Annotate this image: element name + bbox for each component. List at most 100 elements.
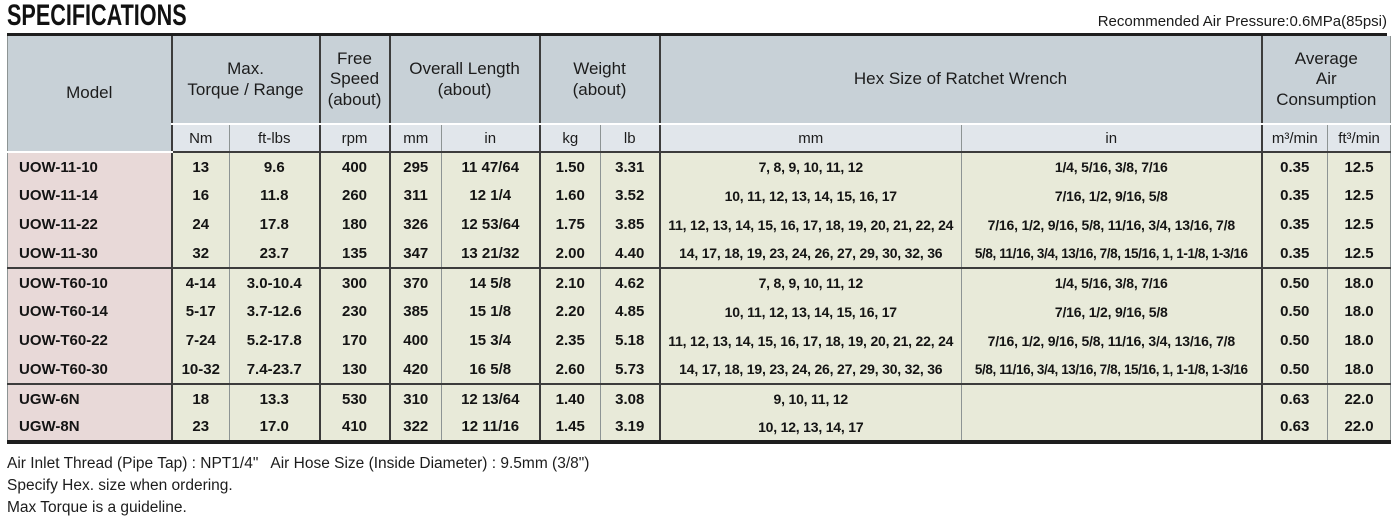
cell-weight-kg: 1.50 — [538, 152, 601, 181]
col-header-overall-length: Overall Length (about) — [388, 36, 540, 125]
cell-air-ft3: 12.5 — [1327, 181, 1391, 210]
col-header-max-torque: Max. Torque / Range — [170, 36, 320, 125]
unit-m3min: m³/min — [1260, 124, 1328, 153]
cell-weight-lb: 3.31 — [600, 152, 660, 181]
footnote-specify-hex: Specify Hex. size when ordering. — [7, 477, 233, 494]
cell-weight-lb: 3.19 — [600, 413, 660, 442]
table-row: UOW-11-30 32 23.7 135 347 13 21/32 2.00 … — [7, 239, 1391, 268]
cell-hex-in — [961, 413, 1262, 442]
cell-air-m3: 0.35 — [1260, 181, 1328, 210]
unit-in: in — [440, 124, 540, 153]
cell-weight-kg: 1.75 — [538, 210, 601, 239]
cell-hex-mm: 10, 11, 12, 13, 14, 15, 16, 17 — [658, 297, 962, 326]
cell-length-mm: 311 — [388, 181, 442, 210]
cell-hex-mm: 11, 12, 13, 14, 15, 16, 17, 18, 19, 20, … — [658, 326, 962, 355]
footnotes: Air Inlet Thread (Pipe Tap) : NPT1/4" Ai… — [7, 453, 1387, 519]
cell-hex-in: 5/8, 11/16, 3/4, 13/16, 7/8, 15/16, 1, 1… — [961, 239, 1262, 268]
cell-weight-lb: 3.85 — [600, 210, 660, 239]
cell-hex-in: 7/16, 1/2, 9/16, 5/8 — [961, 297, 1262, 326]
cell-length-in: 14 5/8 — [440, 267, 540, 297]
cell-length-mm: 370 — [388, 267, 442, 297]
cell-air-ft3: 18.0 — [1327, 297, 1391, 326]
cell-nm: 18 — [170, 383, 230, 413]
unit-hex-mm: mm — [658, 124, 962, 153]
cell-ftlbs: 7.4-23.7 — [229, 355, 320, 384]
unit-ftlbs: ft-lbs — [229, 124, 320, 153]
unit-rpm: rpm — [318, 124, 390, 153]
unit-nm: Nm — [170, 124, 230, 153]
col-header-weight: Weight (about) — [538, 36, 660, 125]
cell-length-mm: 420 — [388, 355, 442, 384]
cell-air-m3: 0.50 — [1260, 355, 1328, 384]
cell-nm: 5-17 — [170, 297, 230, 326]
table-row: UOW-11-22 24 17.8 180 326 12 53/64 1.75 … — [7, 210, 1391, 239]
cell-weight-kg: 2.60 — [538, 355, 601, 384]
cell-air-m3: 0.35 — [1260, 239, 1328, 268]
cell-air-m3: 0.63 — [1260, 383, 1328, 413]
cell-hex-in: 7/16, 1/2, 9/16, 5/8, 11/16, 3/4, 13/16,… — [961, 210, 1262, 239]
cell-hex-mm: 10, 12, 13, 14, 17 — [658, 413, 962, 442]
cell-model: UOW-11-10 — [7, 152, 172, 181]
unit-ft3min: ft³/min — [1327, 124, 1391, 153]
cell-hex-mm: 11, 12, 13, 14, 15, 16, 17, 18, 19, 20, … — [658, 210, 962, 239]
cell-ftlbs: 9.6 — [229, 152, 320, 181]
cell-model: UOW-11-30 — [7, 239, 172, 268]
top-bar: SPECIFICATIONS Recommended Air Pressure:… — [7, 1, 1387, 31]
cell-air-ft3: 18.0 — [1327, 267, 1391, 297]
cell-weight-lb: 5.18 — [600, 326, 660, 355]
cell-ftlbs: 3.7-12.6 — [229, 297, 320, 326]
units-row: Nm ft-lbs rpm mm in kg lb mm in m³/min f… — [8, 124, 1391, 153]
cell-length-in: 16 5/8 — [440, 355, 540, 384]
col-header-avg-air-consumption: Average Air Consumption — [1260, 36, 1391, 125]
col-header-free-speed: Free Speed (about) — [318, 36, 390, 125]
unit-mm: mm — [388, 124, 442, 153]
cell-hex-mm: 10, 11, 12, 13, 14, 15, 16, 17 — [658, 181, 962, 210]
cell-nm: 4-14 — [170, 267, 230, 297]
cell-hex-mm: 7, 8, 9, 10, 11, 12 — [658, 152, 962, 181]
cell-weight-lb: 4.40 — [600, 239, 660, 268]
cell-length-mm: 326 — [388, 210, 442, 239]
unit-lb: lb — [600, 124, 660, 153]
table-row: UOW-11-10 13 9.6 400 295 11 47/64 1.50 3… — [7, 152, 1391, 181]
cell-hex-mm: 14, 17, 18, 19, 23, 24, 26, 27, 29, 30, … — [658, 355, 962, 384]
cell-air-ft3: 18.0 — [1327, 326, 1391, 355]
col-header-hex-size: Hex Size of Ratchet Wrench — [658, 36, 1262, 125]
cell-rpm: 170 — [318, 326, 390, 355]
cell-weight-kg: 2.20 — [538, 297, 601, 326]
cell-ftlbs: 17.8 — [229, 210, 320, 239]
unit-kg: kg — [538, 124, 601, 153]
cell-length-in: 15 3/4 — [440, 326, 540, 355]
cell-length-in: 11 47/64 — [440, 152, 540, 181]
specifications-table: Model Max. Torque / Range Free Speed (ab… — [7, 36, 1392, 444]
table-row: UOW-T60-10 4-14 3.0-10.4 300 370 14 5/8 … — [7, 267, 1391, 297]
cell-air-m3: 0.50 — [1260, 326, 1328, 355]
air-pressure-note: Recommended Air Pressure:0.6MPa(85psi) — [1097, 13, 1387, 30]
table-row: UOW-T60-30 10-32 7.4-23.7 130 420 16 5/8… — [7, 355, 1391, 384]
cell-weight-lb: 3.08 — [600, 383, 660, 413]
cell-nm: 24 — [170, 210, 230, 239]
cell-weight-lb: 4.85 — [600, 297, 660, 326]
cell-length-mm: 322 — [388, 413, 442, 442]
cell-weight-kg: 1.60 — [538, 181, 601, 210]
cell-hex-in: 5/8, 11/16, 3/4, 13/16, 7/8, 15/16, 1, 1… — [961, 355, 1262, 384]
footnote-max-torque: Max Torque is a guideline. — [7, 499, 187, 516]
cell-length-in: 12 1/4 — [440, 181, 540, 210]
cell-length-in: 12 11/16 — [440, 413, 540, 442]
cell-length-in: 12 53/64 — [440, 210, 540, 239]
cell-model: UOW-11-14 — [7, 181, 172, 210]
table-row: UOW-T60-22 7-24 5.2-17.8 170 400 15 3/4 … — [7, 326, 1391, 355]
cell-ftlbs: 3.0-10.4 — [229, 267, 320, 297]
cell-rpm: 130 — [318, 355, 390, 384]
cell-air-ft3: 22.0 — [1327, 383, 1391, 413]
cell-air-m3: 0.35 — [1260, 152, 1328, 181]
cell-weight-lb: 5.73 — [600, 355, 660, 384]
table-row: UOW-T60-14 5-17 3.7-12.6 230 385 15 1/8 … — [7, 297, 1391, 326]
cell-air-ft3: 12.5 — [1327, 239, 1391, 268]
cell-air-m3: 0.35 — [1260, 210, 1328, 239]
cell-length-in: 15 1/8 — [440, 297, 540, 326]
cell-nm: 23 — [170, 413, 230, 442]
cell-weight-lb: 4.62 — [600, 267, 660, 297]
cell-air-ft3: 12.5 — [1327, 152, 1391, 181]
cell-model: UGW-6N — [7, 383, 172, 413]
